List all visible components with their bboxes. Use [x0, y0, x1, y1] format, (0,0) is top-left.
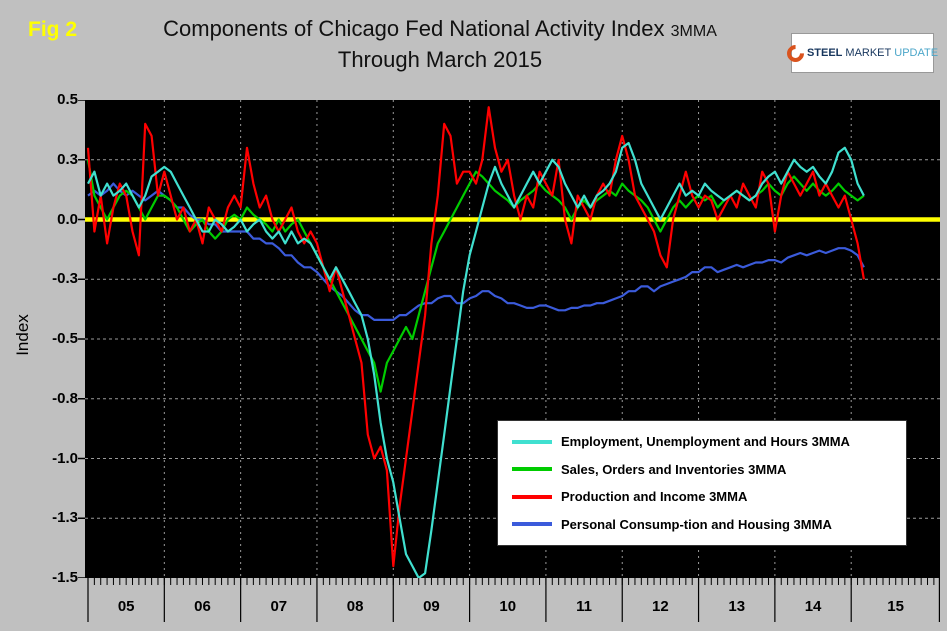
chart-title-text: Components of Chicago Fed National Activ… — [163, 16, 665, 41]
y-tick-label: -0.5 — [52, 330, 78, 347]
legend-label-production: Production and Income 3MMA — [561, 489, 748, 505]
y-axis-tick-labels: 0.5 0.3 0.0 -0.3 -0.5 -0.8 -1.0 -1.3 -1.5 — [28, 91, 78, 586]
legend-label-consumption: Personal Consump-tion and Housing 3MMA — [561, 516, 832, 532]
y-tick-label: 0.5 — [57, 91, 78, 108]
series-line-1 — [86, 159, 865, 393]
legend-line-production — [512, 494, 552, 499]
legend-item-consumption: Personal Consump-tion and Housing 3MMA — [512, 517, 902, 532]
chart-title-mma: 3MMA — [670, 23, 717, 40]
x-year-label: 05 — [117, 598, 135, 615]
x-year-label: 15 — [887, 598, 904, 615]
y-tick-label: -1.0 — [52, 449, 78, 467]
x-year-label: 09 — [423, 598, 440, 615]
x-axis-year-labels: 05 06 07 08 09 10 11 12 13 14 15 — [85, 598, 940, 620]
legend-line-employment — [512, 439, 552, 444]
x-year-label: 11 — [576, 598, 592, 615]
legend-label-employment: Employment, Unemployment and Hours 3MMA — [561, 434, 850, 450]
y-tick-label: 0.0 — [57, 210, 78, 228]
legend-item-sales: Sales, Orders and Inventories 3MMA — [512, 462, 902, 477]
y-tick-label: -0.8 — [52, 389, 78, 407]
y-tick-label: -1.5 — [52, 569, 78, 586]
legend-item-employment: Employment, Unemployment and Hours 3MMA — [512, 434, 902, 449]
series-line-3 — [87, 182, 865, 321]
x-year-label: 08 — [346, 598, 364, 615]
y-tick-label: -0.3 — [52, 270, 78, 288]
y-tick-label: 0.3 — [57, 150, 78, 168]
logo-text-steel: STEEL — [806, 47, 843, 59]
logo-text-market: MARKET — [845, 47, 892, 59]
legend-line-consumption — [512, 522, 552, 527]
y-axis-tick-marks — [78, 100, 85, 578]
x-year-label: 06 — [194, 598, 211, 615]
logo-text-update: UPDATE — [894, 47, 939, 59]
figure-number-label: Fig 2 — [28, 18, 78, 41]
x-year-label: 14 — [804, 598, 822, 615]
plot-canvas — [85, 100, 940, 578]
x-year-label: 12 — [652, 598, 669, 615]
steel-market-update-logo: STEEL MARKET UPDATE — [783, 34, 938, 72]
series-line-0 — [87, 141, 865, 578]
chart-subtitle: Through March 2015 — [337, 47, 543, 72]
x-axis-tick-marks — [87, 578, 940, 622]
series-line-2 — [86, 106, 865, 568]
x-year-label: 07 — [270, 598, 288, 615]
y-tick-label: -1.3 — [52, 509, 78, 527]
legend-item-production: Production and Income 3MMA — [512, 489, 902, 504]
x-year-label: 10 — [499, 598, 517, 615]
legend-label-sales: Sales, Orders and Inventories 3MMA — [561, 461, 787, 477]
bottom-white-strip — [0, 631, 947, 644]
legend: Employment, Unemployment and Hours 3MMA … — [497, 420, 907, 546]
logo-swoosh-icon — [783, 40, 808, 66]
chart-title: Components of Chicago Fed National Activ… — [95, 16, 785, 42]
x-year-label: 13 — [728, 598, 746, 615]
legend-line-sales — [512, 467, 552, 472]
